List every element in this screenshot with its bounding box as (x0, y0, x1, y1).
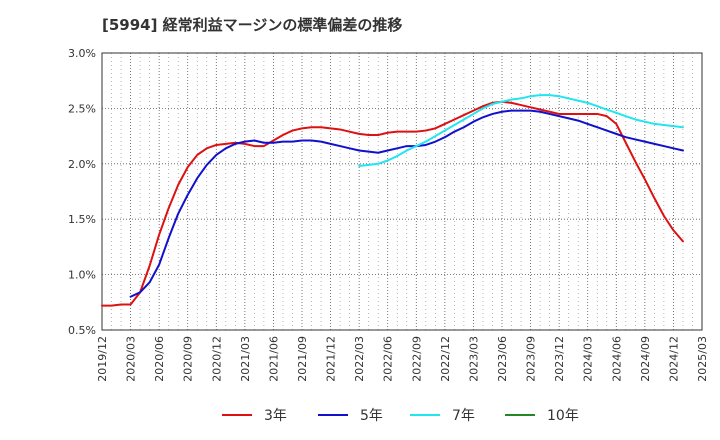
x-tick-label: 2019/12 (96, 336, 109, 382)
legend-label-5y: 5年 (360, 408, 383, 424)
x-tick-label: 2020/12 (210, 336, 223, 382)
legend-label-7y: 7年 (452, 408, 475, 424)
x-tick-label: 2020/03 (125, 336, 138, 382)
chart-title: [5994] 経常利益マージンの標準偏差の推移 (102, 16, 403, 34)
x-tick-label: 2022/03 (353, 336, 366, 382)
x-tick-label: 2024/12 (667, 336, 680, 382)
x-axis: 2019/12 2020/03 2020/06 2020/09 2020/12 2021/… (96, 336, 709, 382)
legend-label-10y: 10年 (547, 408, 579, 424)
x-tick-label: 2021/06 (267, 336, 280, 382)
x-tick-label: 2025/03 (696, 336, 709, 382)
series-line-1 (101, 100, 684, 307)
series-line-2 (129, 109, 684, 298)
x-tick-label: 2022/06 (382, 336, 395, 382)
x-tick-label: 2023/12 (553, 336, 566, 382)
x-tick-label: 2020/06 (153, 336, 166, 382)
x-tick-label: 2023/09 (525, 336, 538, 382)
legend-label-3y: 3年 (264, 408, 287, 424)
x-tick-label: 2022/12 (439, 336, 452, 382)
x-tick-label: 2020/09 (182, 336, 195, 382)
x-tick-label: 2023/06 (496, 336, 509, 382)
y-tick-label: 1.0% (68, 269, 96, 282)
y-tick-label: 2.0% (68, 158, 96, 171)
legend-item-5y[interactable]: 5年 (318, 403, 383, 427)
x-tick-label: 2024/09 (639, 336, 652, 382)
y-tick-label: 1.5% (68, 213, 96, 226)
x-tick-label: 2021/09 (296, 336, 309, 382)
legend-swatch-10y (505, 414, 535, 416)
x-tick-label: 2021/12 (325, 336, 338, 382)
legend-swatch-7y (410, 414, 440, 416)
y-tick-label: 3.0% (68, 47, 96, 60)
x-tick-label: 2023/03 (467, 336, 480, 382)
grid (102, 53, 702, 330)
series-line-3 (358, 94, 684, 168)
legend-swatch-3y (222, 414, 252, 416)
x-tick-label: 2022/09 (410, 336, 423, 382)
legend-swatch-5y (318, 414, 348, 416)
y-tick-label: 2.5% (68, 102, 96, 115)
plot-frame (101, 52, 703, 331)
y-axis: 0.5% 1.0% 1.5% 2.0% 2.5% 3.0% (68, 47, 96, 337)
legend: 3年 5年 7年 10年 (0, 403, 720, 427)
legend-item-7y[interactable]: 7年 (410, 403, 475, 427)
y-tick-label: 0.5% (68, 324, 96, 337)
x-tick-label: 2021/03 (239, 336, 252, 382)
series-lines (101, 94, 684, 307)
legend-item-10y[interactable]: 10年 (505, 403, 579, 427)
x-tick-label: 2024/03 (582, 336, 595, 382)
legend-item-3y[interactable]: 3年 (222, 403, 287, 427)
x-tick-label: 2024/06 (610, 336, 623, 382)
